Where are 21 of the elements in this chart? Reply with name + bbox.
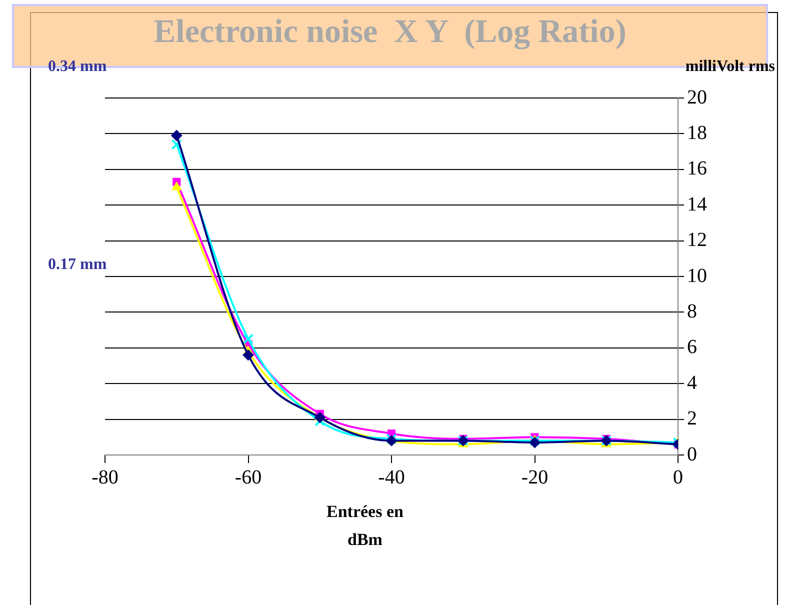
y-tick-label: 4: [687, 372, 697, 394]
y-tick-label: 18: [687, 122, 707, 144]
y-tick-label: 14: [687, 193, 707, 216]
annotation: 0.17 mm: [48, 256, 107, 274]
y-tick-label: 6: [687, 336, 697, 358]
y-tick-label: 12: [687, 229, 707, 252]
x-tick-label: -20: [521, 466, 548, 488]
y-tick-label: 20: [687, 86, 707, 108]
x-tick-label: -80: [92, 466, 118, 488]
y-tick-label: 16: [687, 158, 707, 180]
y-tick-label: 10: [687, 264, 707, 287]
x-axis-title: Entrées en dBm: [326, 501, 404, 551]
y-tick-label: 2: [687, 408, 697, 430]
x-tick-label: 0: [673, 466, 683, 488]
y-tick-label: 0: [687, 443, 697, 466]
x-tick-label: -60: [234, 466, 262, 488]
y-axis-title: milliVolt rms: [685, 58, 775, 76]
y-tick-label: 8: [687, 300, 697, 322]
chart-title: Electronic noise X Y (Log Ratio): [152, 14, 628, 51]
text: 0.34 mm: [48, 58, 107, 76]
x-tick-label: -40: [378, 466, 405, 488]
